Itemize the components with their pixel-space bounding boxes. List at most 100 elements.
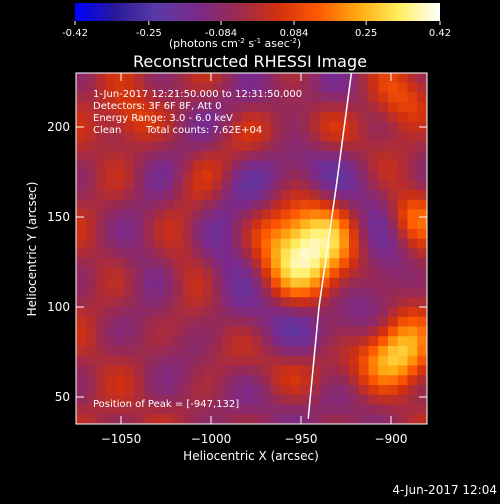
heatmap-cell (124, 326, 136, 337)
heatmap-cell (134, 248, 145, 259)
heatmap-cell (329, 180, 340, 191)
heatmap-cell (251, 151, 262, 162)
heatmap-cell (300, 394, 311, 406)
heatmap-cell (358, 238, 370, 250)
heatmap-cell (358, 307, 370, 318)
heatmap-cell (241, 375, 253, 386)
heatmap-cell (212, 307, 223, 318)
heatmap-cell (134, 394, 145, 406)
heatmap-cell (183, 297, 194, 308)
heatmap-cell (319, 151, 331, 162)
heatmap-cell (154, 287, 165, 298)
annotation-total-counts: Total counts: 7.62E+04 (145, 125, 262, 136)
heatmap-cell (212, 180, 223, 191)
heatmap-cell (241, 394, 253, 406)
heatmap-cell (397, 92, 409, 103)
heatmap-cell (173, 73, 184, 84)
heatmap-cell (280, 229, 292, 240)
heatmap-cell (232, 258, 243, 269)
heatmap-cell (290, 82, 301, 94)
heatmap-cell (349, 414, 360, 424)
heatmap-cell (173, 385, 184, 396)
heatmap-cell (407, 199, 418, 211)
heatmap-cell (241, 385, 253, 396)
heatmap-cell (183, 316, 194, 328)
heatmap-cell (329, 316, 340, 328)
heatmap-cell (388, 277, 399, 289)
heatmap-cell (144, 404, 155, 415)
heatmap-cell (85, 414, 97, 424)
x-axis-label: Heliocentric X (arcsec) (183, 449, 319, 463)
heatmap-cell (271, 307, 282, 318)
heatmap-cell (193, 336, 204, 347)
heatmap-cell (319, 131, 331, 142)
heatmap-cell (271, 385, 282, 396)
heatmap-cell (251, 375, 262, 386)
heatmap-cell (232, 180, 243, 191)
heatmap-cell (300, 102, 311, 113)
heatmap-cell (202, 73, 214, 84)
heatmap-cell (417, 209, 427, 220)
heatmap-cell (124, 229, 136, 240)
heatmap-cell (261, 92, 272, 103)
heatmap-cell (163, 414, 175, 424)
heatmap-cell (310, 277, 321, 289)
heatmap-cell (124, 268, 136, 279)
heatmap-cell (105, 355, 116, 367)
heatmap-cell (212, 365, 223, 376)
heatmap-cell (417, 141, 427, 152)
heatmap-cell (417, 112, 427, 123)
heatmap-cell (271, 277, 282, 289)
heatmap-cell (251, 414, 262, 424)
heatmap-cell (134, 238, 145, 250)
heatmap-cell (134, 316, 145, 328)
heatmap-cell (280, 160, 292, 172)
heatmap-cell (397, 258, 409, 269)
heatmap-cell (212, 268, 223, 279)
heatmap-cell (202, 365, 214, 376)
heatmap-cell (144, 190, 155, 201)
heatmap-cell (222, 229, 233, 240)
heatmap-cell (261, 73, 272, 84)
heatmap-cell (232, 121, 243, 133)
heatmap-cell (115, 209, 126, 220)
heatmap-cell (202, 209, 214, 220)
heatmap-cell (397, 238, 409, 250)
heatmap-cell (183, 248, 194, 259)
heatmap-cell (339, 277, 350, 289)
heatmap-cell (290, 346, 301, 357)
heatmap-cell (368, 326, 379, 337)
heatmap-cell (95, 268, 106, 279)
heatmap-cell (397, 190, 409, 201)
heatmap-cell (319, 190, 331, 201)
heatmap-cell (144, 385, 155, 396)
heatmap-cell (378, 385, 389, 396)
heatmap-cell (339, 258, 350, 269)
heatmap-cell (193, 268, 204, 279)
heatmap-cell (202, 336, 214, 347)
heatmap-cell (319, 394, 331, 406)
heatmap-cell (241, 277, 253, 289)
heatmap-cell (280, 355, 292, 367)
heatmap-cell (202, 112, 214, 123)
heatmap-cell (144, 365, 155, 376)
heatmap-cell (76, 209, 87, 220)
heatmap-cell (397, 121, 409, 133)
heatmap-cell (163, 151, 175, 162)
heatmap-cell (290, 287, 301, 298)
heatmap-cell (115, 404, 126, 415)
heatmap-cell (368, 277, 379, 289)
heatmap-cell (339, 131, 350, 142)
heatmap-cell (280, 73, 292, 84)
heatmap-cell (388, 336, 399, 347)
heatmap-cell (329, 375, 340, 386)
heatmap-cell (76, 131, 87, 142)
heatmap-cell (144, 131, 155, 142)
heatmap-cell (134, 73, 145, 84)
heatmap-cell (319, 268, 331, 279)
heatmap-cell (232, 141, 243, 152)
heatmap-cell (105, 326, 116, 337)
heatmap-cell (319, 248, 331, 259)
heatmap-cell (397, 307, 409, 318)
heatmap-cell (154, 375, 165, 386)
